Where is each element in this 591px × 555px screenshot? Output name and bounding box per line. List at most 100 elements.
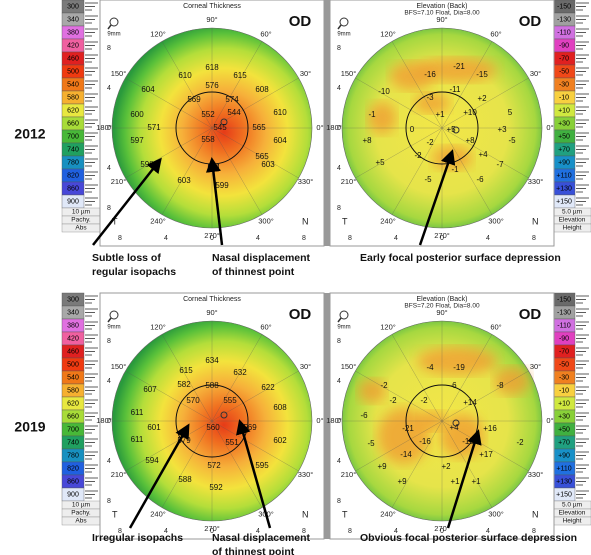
y-tick-label: 8 (337, 205, 341, 212)
y-tick-label: 4 (337, 458, 341, 465)
map-value: +5 (446, 125, 456, 134)
map-value: 618 (205, 63, 219, 72)
map-value: 632 (233, 368, 247, 377)
map-value: 602 (273, 436, 287, 445)
zoom-label: 9mm (337, 32, 350, 38)
scale-label: 660 (67, 413, 79, 420)
map-value: -11 (450, 85, 462, 94)
map-value: -4 (426, 363, 434, 372)
map-value: 607 (143, 385, 157, 394)
map-value: +4 (478, 150, 488, 159)
scale-label: 900 (67, 198, 79, 205)
scale-label: 300 (67, 3, 79, 10)
scale-label: 460 (67, 55, 79, 62)
map-value: -2 (414, 151, 422, 160)
map-value: 588 (205, 381, 219, 390)
scale-label: +110 (556, 172, 571, 179)
map-value: -2 (516, 438, 524, 447)
scale-label: 540 (67, 374, 79, 381)
degree-label: 0° (546, 416, 553, 425)
map-value: -16 (419, 437, 431, 446)
y-tick-label: 4 (107, 165, 111, 172)
scale-footer: Pachy. (71, 510, 91, 517)
y-tick-label: 0 (107, 125, 111, 132)
scale-label: -30 (559, 374, 569, 381)
x-tick-label: 4 (164, 235, 168, 242)
scale-label: 900 (67, 491, 79, 498)
annotation: regular isopachs (92, 266, 176, 278)
scale-label: 740 (67, 439, 79, 446)
eye-label: OD (519, 13, 542, 30)
map-value: +10 (463, 108, 477, 117)
x-tick-label: 4 (486, 235, 490, 242)
map-value: -6 (360, 411, 368, 420)
scale-footer: 5.0 µm (562, 502, 582, 509)
y-tick-label: 8 (107, 338, 111, 345)
map-title: Corneal Thickness (183, 3, 241, 10)
degree-label: 90° (436, 15, 447, 24)
map-value: +14 (463, 398, 477, 407)
degree-label: 30° (530, 69, 541, 78)
degree-label: 240° (150, 510, 166, 519)
scale-label: +110 (556, 465, 571, 472)
map-value: 634 (205, 356, 219, 365)
map-value: +5 (375, 158, 385, 167)
degree-label: 60° (260, 29, 271, 38)
degree-label: 30° (300, 69, 311, 78)
annotation: of thinnest point (212, 546, 295, 555)
map-value: 5 (508, 108, 513, 117)
scale-label: 500 (67, 68, 79, 75)
map-value: 604 (273, 136, 287, 145)
zoom-label: 9mm (337, 325, 350, 331)
scale-label: -50 (559, 361, 569, 368)
x-tick-label: 8 (118, 235, 122, 242)
map-value: +2 (477, 94, 487, 103)
scale-label: 380 (67, 29, 79, 36)
map-value: +2 (441, 462, 451, 471)
scale-label: 740 (67, 146, 79, 153)
degree-label: 120° (150, 322, 166, 331)
map-value: +16 (483, 424, 497, 433)
y-tick-label: 8 (107, 498, 111, 505)
map-value: 552 (201, 110, 215, 119)
degree-label: 60° (260, 322, 271, 331)
map-value: -2 (389, 396, 397, 405)
map-value: 574 (225, 95, 239, 104)
map-value: 615 (233, 71, 247, 80)
map-value: -3 (426, 93, 434, 102)
y-tick-label: 8 (337, 338, 341, 345)
scale-footer: 10 µm (72, 209, 90, 216)
scale-label: -90 (559, 335, 569, 342)
scale-footer: Elevation (559, 217, 586, 224)
y-tick-label: 4 (337, 165, 341, 172)
map-title: Corneal Thickness (183, 296, 241, 303)
eye-label: OD (289, 306, 312, 323)
scale-label: 340 (67, 309, 79, 316)
y-tick-label: 4 (107, 458, 111, 465)
map-value: +3 (497, 125, 507, 134)
scale-footer: Pachy. (71, 217, 91, 224)
zoom-label: 9mm (107, 32, 120, 38)
scale-label: 340 (67, 16, 79, 23)
map-value: 544 (227, 108, 241, 117)
map-value: -21 (453, 62, 465, 71)
year-label: 2012 (14, 126, 45, 142)
degree-label: 300° (258, 217, 274, 226)
scale-label: 860 (67, 478, 79, 485)
map-value: 576 (205, 81, 219, 90)
degree-label: 90° (206, 308, 217, 317)
scale-label: +50 (558, 426, 570, 433)
map-value: 604 (141, 85, 155, 94)
degree-label: 240° (380, 510, 396, 519)
temporal-label: T (342, 509, 348, 519)
map-value: 594 (145, 456, 159, 465)
map-value: +8 (362, 136, 372, 145)
map-value: 599 (215, 181, 229, 190)
annotation: Nasal displacement (212, 532, 311, 544)
year-label: 2019 (14, 419, 45, 435)
map-value: 603 (177, 176, 191, 185)
map-value: 571 (147, 123, 161, 132)
map-value: 572 (207, 461, 221, 470)
scale-label: +10 (558, 400, 570, 407)
y-tick-label: 4 (107, 85, 111, 92)
